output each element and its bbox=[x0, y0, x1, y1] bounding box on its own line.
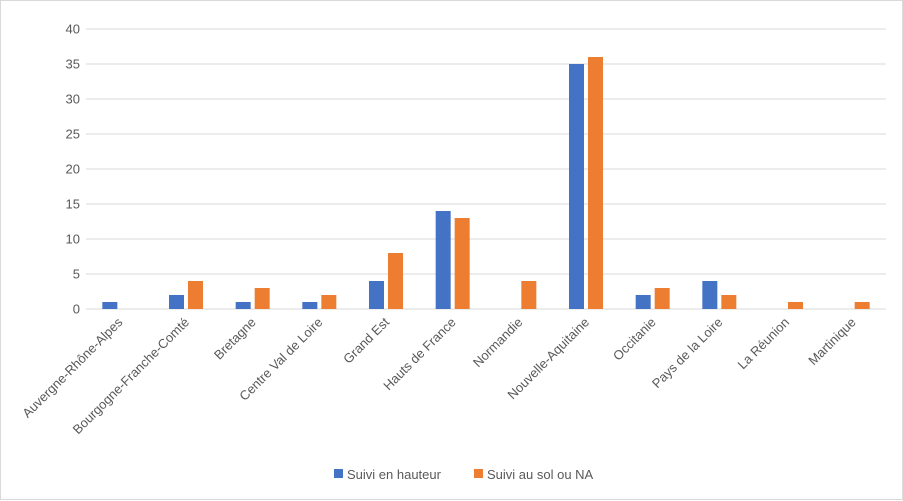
x-tick-label: Bourgogne-Franche-Comté bbox=[70, 315, 193, 438]
bar-sol-5 bbox=[454, 218, 470, 309]
legend-swatch-0 bbox=[334, 469, 343, 478]
bar-hauteur-2 bbox=[235, 302, 251, 309]
x-tick-label: Pays de la Loire bbox=[649, 315, 726, 392]
x-tick-label: Bretagne bbox=[211, 315, 259, 363]
legend-label-1: Suivi au sol ou NA bbox=[487, 467, 594, 482]
x-tick-label: Hauts de France bbox=[380, 315, 459, 394]
x-tick-label: Grand Est bbox=[340, 314, 392, 366]
y-tick-label: 15 bbox=[66, 197, 80, 212]
bar-sol-11 bbox=[854, 302, 870, 309]
x-tick-label: Martinique bbox=[805, 315, 859, 369]
y-tick-label: 5 bbox=[73, 267, 80, 282]
y-axis-ticks: 0 5 10 15 20 25 30 35 40 bbox=[66, 22, 80, 317]
y-tick-label: 35 bbox=[66, 57, 80, 72]
bar-hauteur-7 bbox=[569, 64, 584, 309]
bar-sol-6 bbox=[521, 281, 537, 309]
bar-hauteur-1 bbox=[169, 295, 184, 309]
bar-sol-10 bbox=[788, 302, 803, 309]
bar-sol-1 bbox=[188, 281, 203, 309]
bars bbox=[102, 57, 870, 309]
bar-hauteur-0 bbox=[102, 302, 118, 309]
x-tick-label: La Réunion bbox=[734, 315, 792, 373]
x-tick-label: Occitanie bbox=[610, 315, 659, 364]
legend-swatch-1 bbox=[474, 469, 483, 478]
bar-sol-4 bbox=[388, 253, 403, 309]
bar-sol-2 bbox=[254, 288, 270, 309]
bar-sol-9 bbox=[721, 295, 737, 309]
bar-sol-7 bbox=[588, 57, 603, 309]
x-tick-label: Normandie bbox=[470, 315, 526, 371]
bar-hauteur-5 bbox=[435, 211, 451, 309]
bar-hauteur-8 bbox=[635, 295, 651, 309]
x-axis-ticks: Auvergne-Rhône-AlpesBourgogne-Franche-Co… bbox=[19, 314, 858, 437]
legend: Suivi en hauteur Suivi au sol ou NA bbox=[334, 467, 594, 482]
bar-sol-3 bbox=[321, 295, 337, 309]
y-tick-label: 30 bbox=[66, 92, 80, 107]
gridlines bbox=[86, 28, 886, 310]
y-tick-label: 0 bbox=[73, 302, 80, 317]
y-tick-label: 10 bbox=[66, 232, 80, 247]
legend-label-0: Suivi en hauteur bbox=[347, 467, 442, 482]
bar-hauteur-4 bbox=[369, 281, 384, 309]
bar-hauteur-3 bbox=[302, 302, 318, 309]
bar-sol-8 bbox=[654, 288, 670, 309]
y-tick-label: 40 bbox=[66, 22, 80, 37]
bar-hauteur-9 bbox=[702, 281, 718, 309]
y-tick-label: 20 bbox=[66, 162, 80, 177]
y-tick-label: 25 bbox=[66, 127, 80, 142]
